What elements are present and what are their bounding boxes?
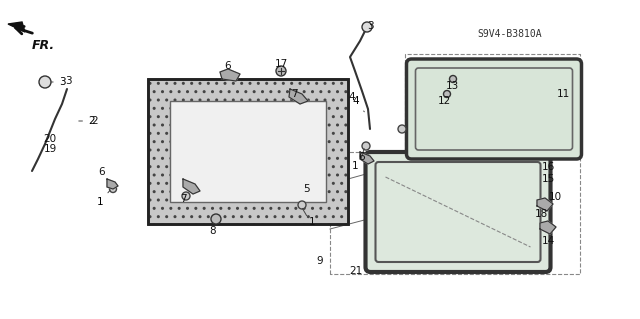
Circle shape (398, 125, 406, 133)
Circle shape (298, 201, 306, 209)
Text: 8: 8 (210, 226, 216, 236)
Text: 6: 6 (225, 61, 231, 71)
Text: 1: 1 (97, 190, 110, 207)
Text: 6: 6 (99, 167, 106, 177)
Text: 16: 16 (541, 162, 555, 172)
Text: 7: 7 (291, 89, 298, 99)
Polygon shape (8, 22, 25, 32)
Circle shape (211, 214, 221, 224)
Polygon shape (360, 152, 374, 164)
Text: 17: 17 (275, 59, 287, 69)
Text: 5: 5 (303, 184, 309, 194)
Text: 4: 4 (349, 92, 355, 102)
Text: S9V4-B3810A: S9V4-B3810A (477, 29, 542, 39)
Text: 20: 20 (44, 134, 56, 144)
Text: 19: 19 (44, 144, 56, 154)
Polygon shape (537, 198, 553, 211)
Polygon shape (183, 179, 200, 194)
Polygon shape (289, 89, 308, 104)
Text: 12: 12 (437, 96, 451, 106)
Text: 7: 7 (180, 194, 186, 204)
Polygon shape (107, 179, 118, 189)
Circle shape (444, 91, 451, 98)
Circle shape (39, 76, 51, 88)
Text: 11: 11 (556, 89, 570, 99)
Text: 1: 1 (308, 217, 316, 227)
Text: 2: 2 (91, 116, 98, 126)
Circle shape (362, 142, 370, 150)
Text: 6: 6 (358, 152, 365, 162)
Polygon shape (148, 78, 348, 224)
Text: 10: 10 (548, 192, 561, 202)
FancyBboxPatch shape (406, 59, 582, 159)
Text: FR.: FR. (32, 39, 55, 52)
Text: 3: 3 (65, 76, 72, 86)
Circle shape (276, 66, 286, 76)
Text: 14: 14 (541, 236, 555, 246)
Text: 1: 1 (352, 161, 358, 171)
Circle shape (182, 192, 190, 200)
Polygon shape (170, 100, 326, 202)
Text: 2: 2 (79, 116, 95, 126)
Text: 3: 3 (367, 21, 374, 31)
Text: 15: 15 (541, 174, 555, 184)
Text: 3: 3 (51, 77, 65, 87)
Polygon shape (540, 221, 556, 234)
Text: 9: 9 (317, 256, 323, 266)
FancyBboxPatch shape (365, 152, 550, 272)
Text: 13: 13 (445, 81, 459, 91)
Text: 18: 18 (534, 209, 548, 219)
Circle shape (109, 186, 116, 192)
Text: 4: 4 (353, 96, 364, 112)
Circle shape (449, 76, 456, 83)
Circle shape (362, 22, 372, 32)
Text: 21: 21 (349, 266, 363, 276)
Polygon shape (220, 69, 240, 81)
